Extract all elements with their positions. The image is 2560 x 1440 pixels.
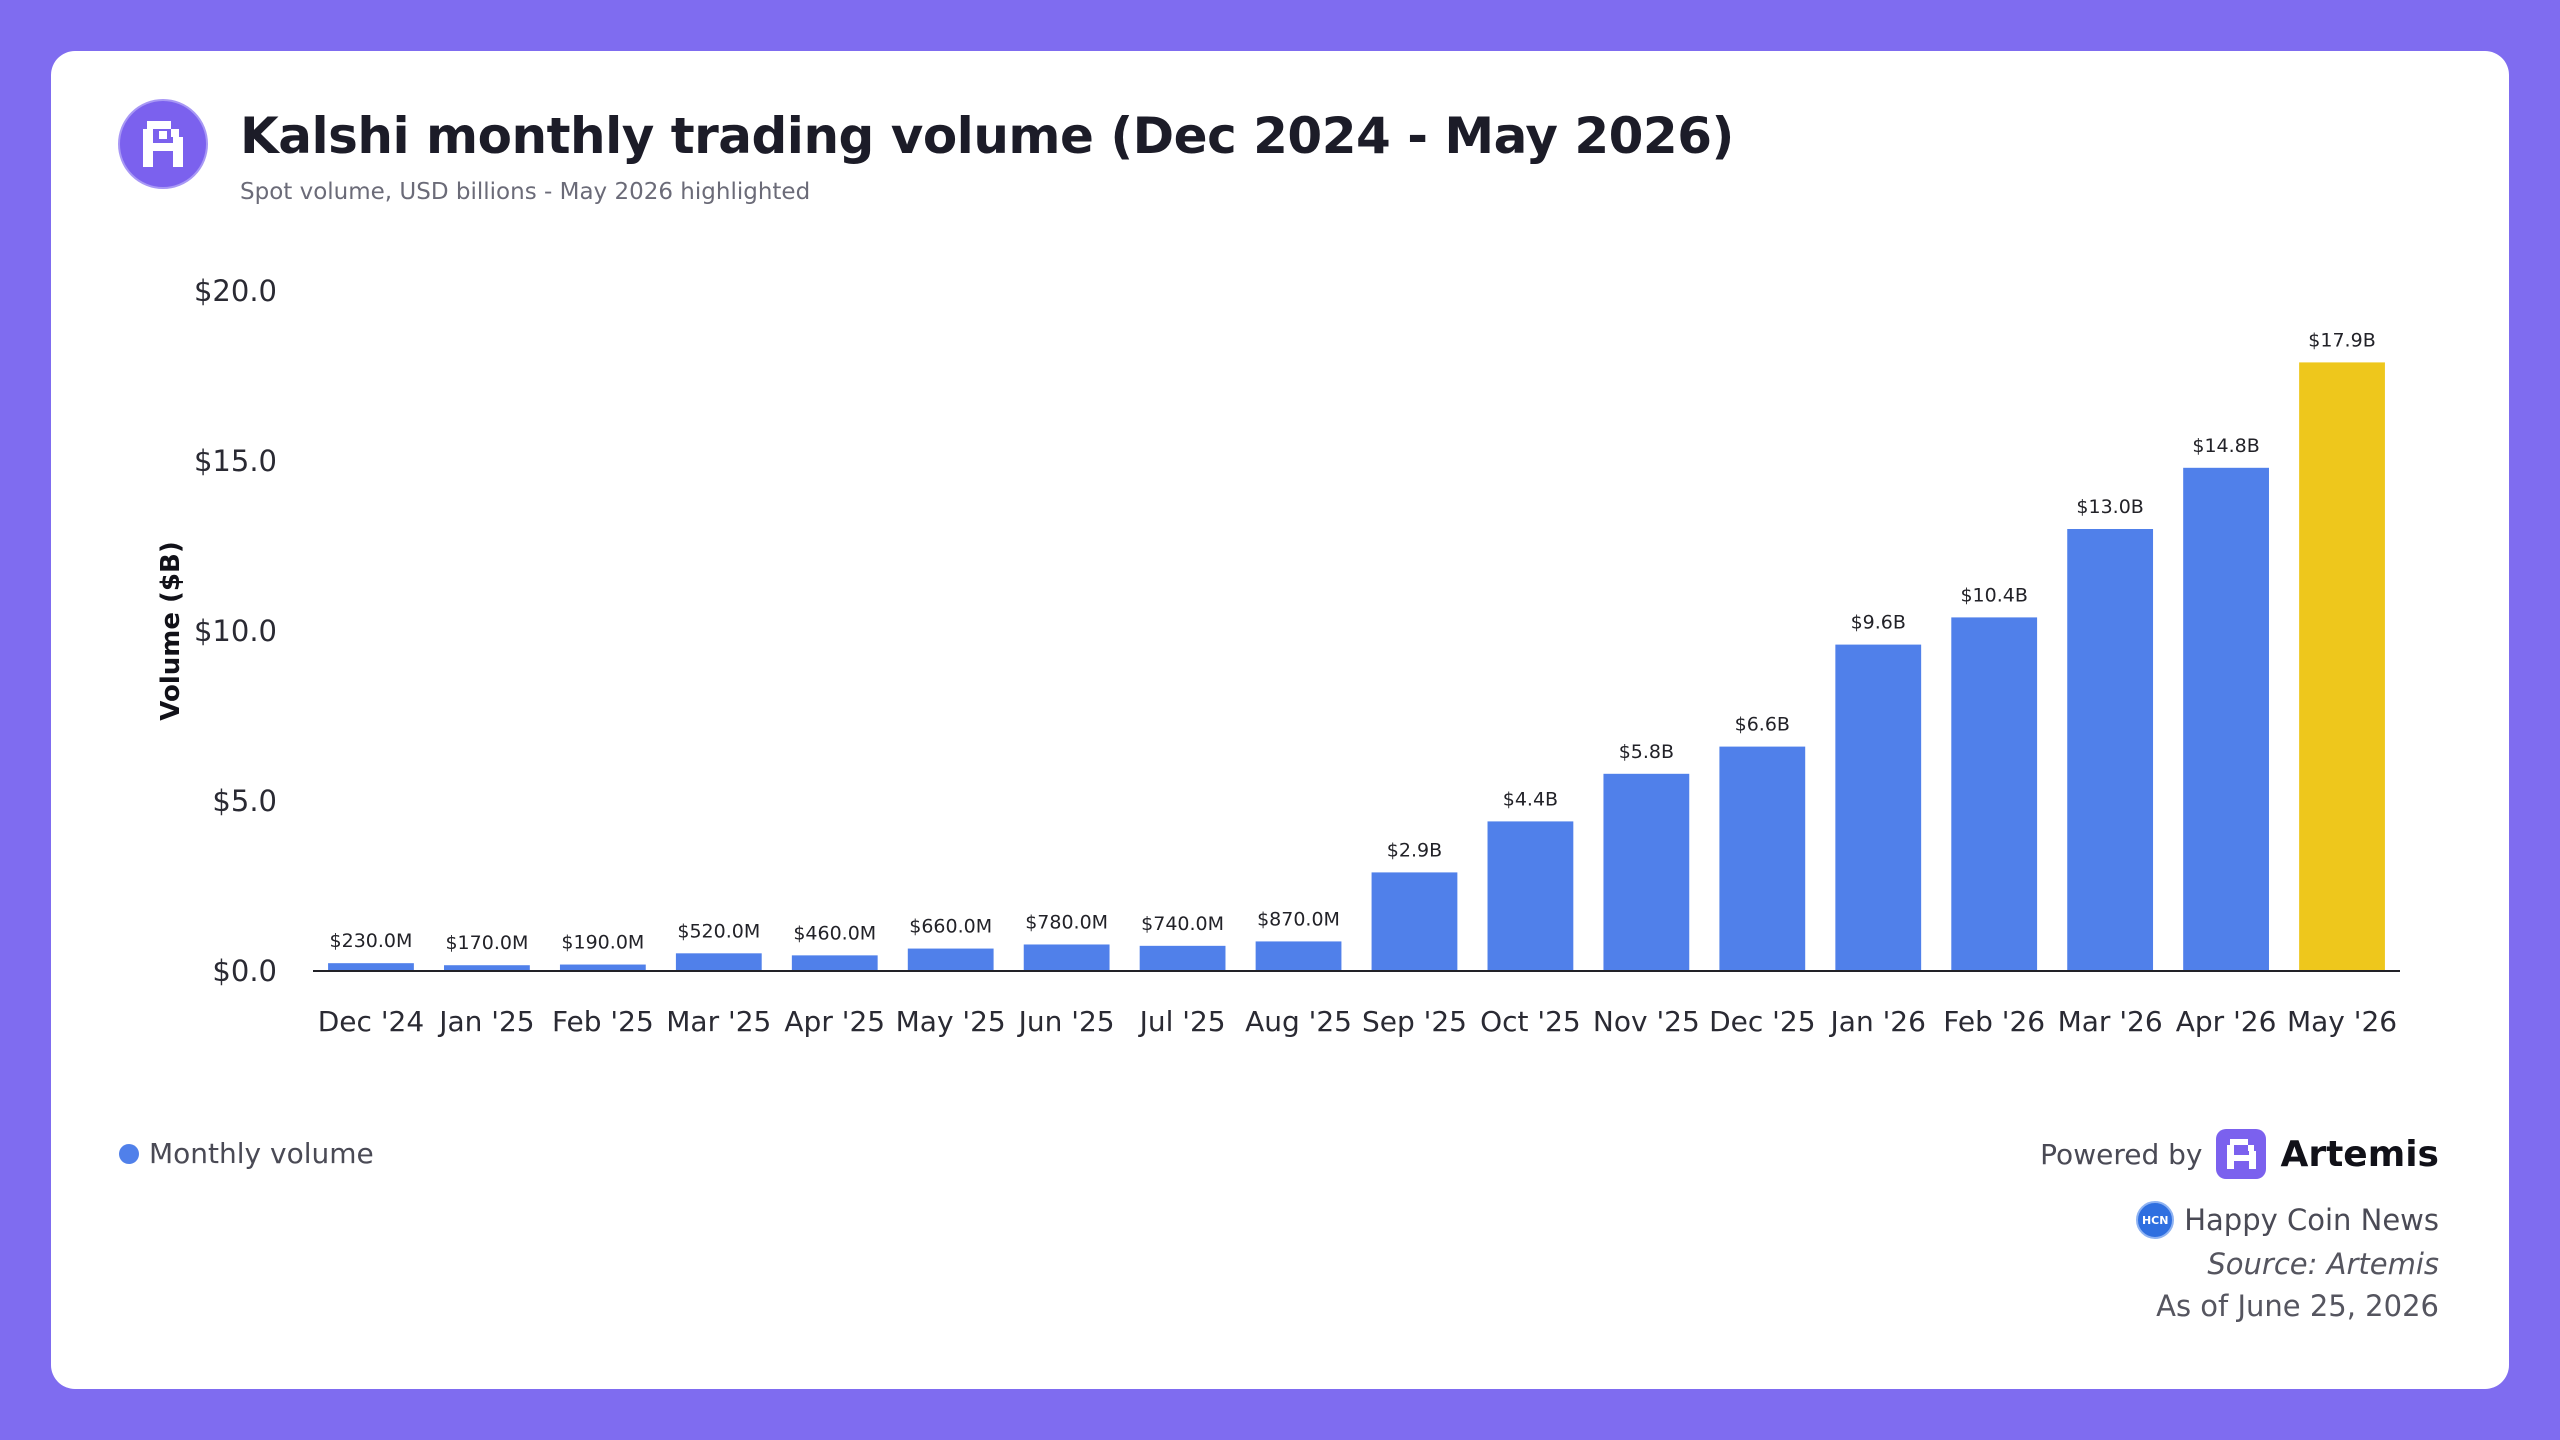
bar-value-label: $10.4B bbox=[1960, 584, 2027, 606]
bar bbox=[1719, 746, 1806, 971]
x-tick-label: Feb '25 bbox=[552, 1005, 654, 1038]
brand-name: Artemis bbox=[2280, 1133, 2439, 1175]
publisher-name: Happy Coin News bbox=[2184, 1203, 2439, 1237]
bar-highlighted bbox=[2299, 362, 2385, 971]
bar bbox=[1487, 821, 1574, 971]
x-tick-label: May '25 bbox=[896, 1005, 1006, 1038]
x-tick-label: Mar '26 bbox=[2058, 1005, 2163, 1038]
bar bbox=[2183, 467, 2269, 971]
bar-value-label: $6.6B bbox=[1735, 714, 1790, 736]
y-axis-title: Volume ($B) bbox=[156, 541, 186, 720]
x-tick-label: Dec '25 bbox=[1709, 1005, 1815, 1038]
x-tick-label: Apr '26 bbox=[2176, 1005, 2277, 1038]
powered-by: Powered by Artemis bbox=[2040, 1129, 2439, 1179]
x-tick-label: Sep '25 bbox=[1362, 1005, 1467, 1038]
bar-value-label: $17.9B bbox=[2308, 329, 2375, 351]
powered-by-label: Powered by bbox=[2040, 1137, 2203, 1171]
publisher-badge-icon: HCN bbox=[2136, 1201, 2175, 1239]
artemis-brand-icon bbox=[2216, 1129, 2267, 1179]
bar-value-label: $740.0M bbox=[1141, 913, 1224, 935]
y-tick-label: $5.0 bbox=[212, 784, 277, 818]
y-tick-label: $0.0 bbox=[212, 954, 277, 988]
bar-chart: Volume ($B) $0.0 $5.0 $10.0 $15.0 $20.0 $230.0… bbox=[156, 274, 2400, 1038]
x-tick-label: Jan '26 bbox=[1829, 1005, 1926, 1038]
chart-title: Kalshi monthly trading volume (Dec 2024 … bbox=[240, 107, 1734, 165]
bar bbox=[1603, 773, 1690, 971]
bar bbox=[328, 963, 414, 971]
chart-subtitle: Spot volume, USD billions - May 2026 hig… bbox=[240, 179, 811, 205]
bar-value-label: $14.8B bbox=[2192, 435, 2259, 457]
bar-value-label: $230.0M bbox=[330, 930, 413, 952]
bar bbox=[1023, 944, 1110, 971]
y-tick-label: $10.0 bbox=[194, 614, 277, 648]
bar bbox=[1371, 872, 1458, 971]
artemis-logo-icon bbox=[118, 99, 208, 189]
bar-value-label: $170.0M bbox=[445, 932, 528, 954]
bar bbox=[791, 955, 878, 971]
legend: Monthly volume bbox=[119, 1137, 374, 1170]
bar bbox=[1835, 644, 1922, 971]
bar-value-label: $520.0M bbox=[677, 920, 760, 942]
bar bbox=[907, 948, 994, 971]
bar-value-label: $460.0M bbox=[793, 922, 876, 944]
bar-value-label: $9.6B bbox=[1851, 612, 1906, 634]
y-tick-label: $15.0 bbox=[194, 444, 277, 478]
bar bbox=[559, 964, 646, 971]
bar bbox=[2067, 529, 2154, 971]
x-tick-label: Dec '24 bbox=[318, 1005, 424, 1038]
x-tick-label: May '26 bbox=[2287, 1005, 2397, 1038]
source-note: Source: Artemis bbox=[2207, 1247, 2439, 1281]
y-tick-label: $20.0 bbox=[194, 274, 277, 308]
bar-value-label: $870.0M bbox=[1257, 908, 1340, 930]
x-tick-label: Mar '25 bbox=[666, 1005, 771, 1038]
bar-value-label: $190.0M bbox=[561, 932, 644, 954]
legend-swatch bbox=[119, 1143, 139, 1164]
bar-value-label: $13.0B bbox=[2076, 496, 2143, 518]
x-tick-label: Nov '25 bbox=[1593, 1005, 1700, 1038]
bar-value-label: $4.4B bbox=[1503, 788, 1558, 810]
legend-label: Monthly volume bbox=[149, 1137, 374, 1170]
x-tick-label: Jan '25 bbox=[437, 1005, 534, 1038]
bar bbox=[675, 953, 762, 971]
x-tick-label: Apr '25 bbox=[784, 1005, 885, 1038]
x-tick-label: Jun '25 bbox=[1017, 1005, 1115, 1038]
bar bbox=[444, 965, 530, 971]
chart-card: Kalshi monthly trading volume (Dec 2024 … bbox=[51, 51, 2509, 1389]
x-tick-label: Jul '25 bbox=[1138, 1005, 1226, 1038]
bar bbox=[1139, 945, 1226, 971]
x-tick-label: Aug '25 bbox=[1245, 1005, 1352, 1038]
bar bbox=[1951, 617, 2038, 971]
bar-value-label: $660.0M bbox=[909, 916, 992, 938]
bar-value-label: $780.0M bbox=[1025, 911, 1108, 933]
bar bbox=[1255, 941, 1342, 971]
publisher: HCN Happy Coin News bbox=[2136, 1201, 2439, 1239]
bar-value-label: $5.8B bbox=[1619, 741, 1674, 763]
x-tick-label: Feb '26 bbox=[1943, 1005, 2045, 1038]
x-tick-label: Oct '25 bbox=[1480, 1005, 1581, 1038]
bar-value-label: $2.9B bbox=[1387, 839, 1442, 861]
as-of-date: As of June 25, 2026 bbox=[2156, 1289, 2439, 1323]
